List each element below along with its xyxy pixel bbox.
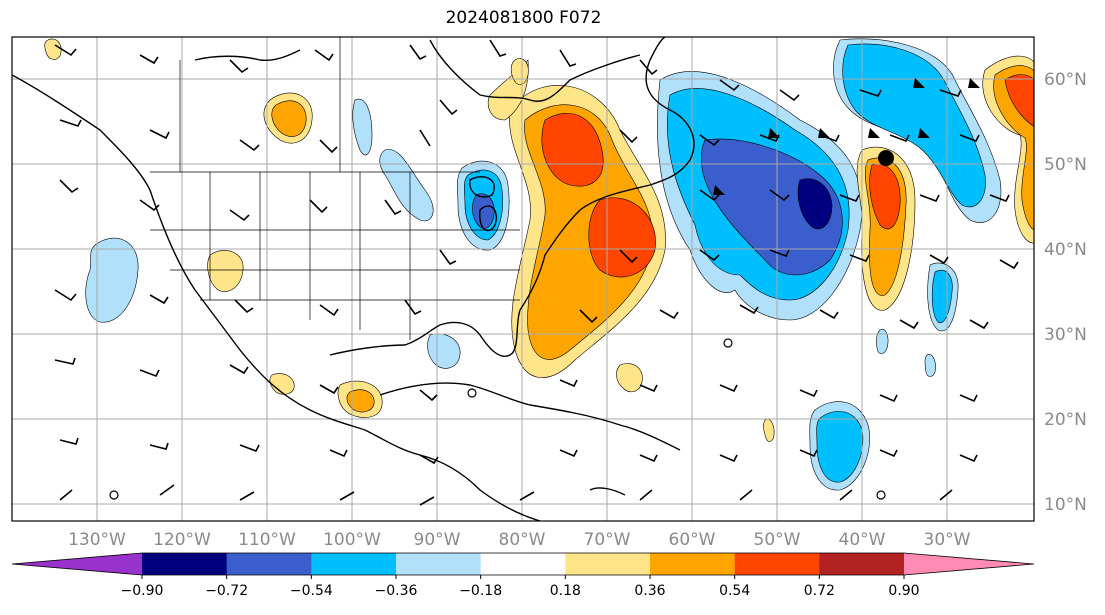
- colorbar-segment: [396, 553, 482, 575]
- longitude-label: 80°W: [499, 530, 546, 550]
- colorbar-segment: [734, 553, 820, 575]
- colorbar-segment: [142, 553, 228, 575]
- longitude-label: 130°W: [68, 530, 126, 550]
- colorbar-tick-label: −0.54: [290, 583, 333, 599]
- map-frame: [11, 36, 1035, 522]
- colorbar-tick-label: −0.18: [459, 583, 502, 599]
- latitude-label: 40°N: [1044, 240, 1087, 260]
- colorbar-segment: [650, 553, 736, 575]
- latitude-label: 50°N: [1044, 155, 1087, 175]
- colorbar-extend-min: [12, 553, 142, 575]
- longitude-label: 40°W: [839, 530, 886, 550]
- coastlines: [12, 37, 695, 521]
- latitude-label: 10°N: [1044, 495, 1087, 515]
- longitude-label: 70°W: [584, 530, 631, 550]
- colorbar-segment: [565, 553, 651, 575]
- longitude-label: 90°W: [414, 530, 461, 550]
- longitude-axis: 130°W 120°W 110°W 100°W 90°W 80°W 70°W 6…: [68, 530, 971, 550]
- colorbar-segment: [819, 553, 905, 575]
- latitude-label: 30°N: [1044, 325, 1087, 345]
- longitude-label: 100°W: [323, 530, 381, 550]
- colorbar-tick-label: 0.90: [888, 583, 919, 599]
- state-borders: [150, 37, 520, 340]
- colorbar-tick-label: −0.36: [375, 583, 418, 599]
- latitude-label: 60°N: [1044, 70, 1087, 90]
- gridlines: [12, 37, 1034, 521]
- longitude-label: 60°W: [669, 530, 716, 550]
- calm-markers: [109, 338, 886, 500]
- colorbar-tick-label: 0.18: [550, 583, 581, 599]
- colorbar-segment: [226, 553, 312, 575]
- contour-fill-layer: [44, 38, 1034, 491]
- wind-barbs: [54, 39, 1019, 506]
- latitude-axis: 10°N 20°N 30°N 40°N 50°N 60°N: [1044, 70, 1087, 515]
- colorbar-tick-label: −0.90: [121, 583, 164, 599]
- map-title: 2024081800 F072: [445, 8, 602, 28]
- colorbar-tick-label: 0.54: [719, 583, 750, 599]
- longitude-label: 30°W: [924, 530, 971, 550]
- colorbar-tick-label: 0.72: [804, 583, 835, 599]
- longitude-label: 50°W: [754, 530, 801, 550]
- longitude-label: 120°W: [153, 530, 211, 550]
- colorbar-tick-label: −0.72: [205, 583, 248, 599]
- wind-flags: [713, 78, 980, 195]
- longitude-label: 110°W: [238, 530, 296, 550]
- colorbar-segment: [480, 553, 566, 575]
- colorbar-segment: [311, 553, 397, 575]
- colorbar-tick-label: 0.36: [634, 583, 665, 599]
- latitude-label: 20°N: [1044, 410, 1087, 430]
- colorbar: −0.90 −0.72 −0.54 −0.36 −0.18 0.18 0.36 0.54 0.7…: [11, 552, 1035, 599]
- colorbar-extend-max: [904, 553, 1034, 575]
